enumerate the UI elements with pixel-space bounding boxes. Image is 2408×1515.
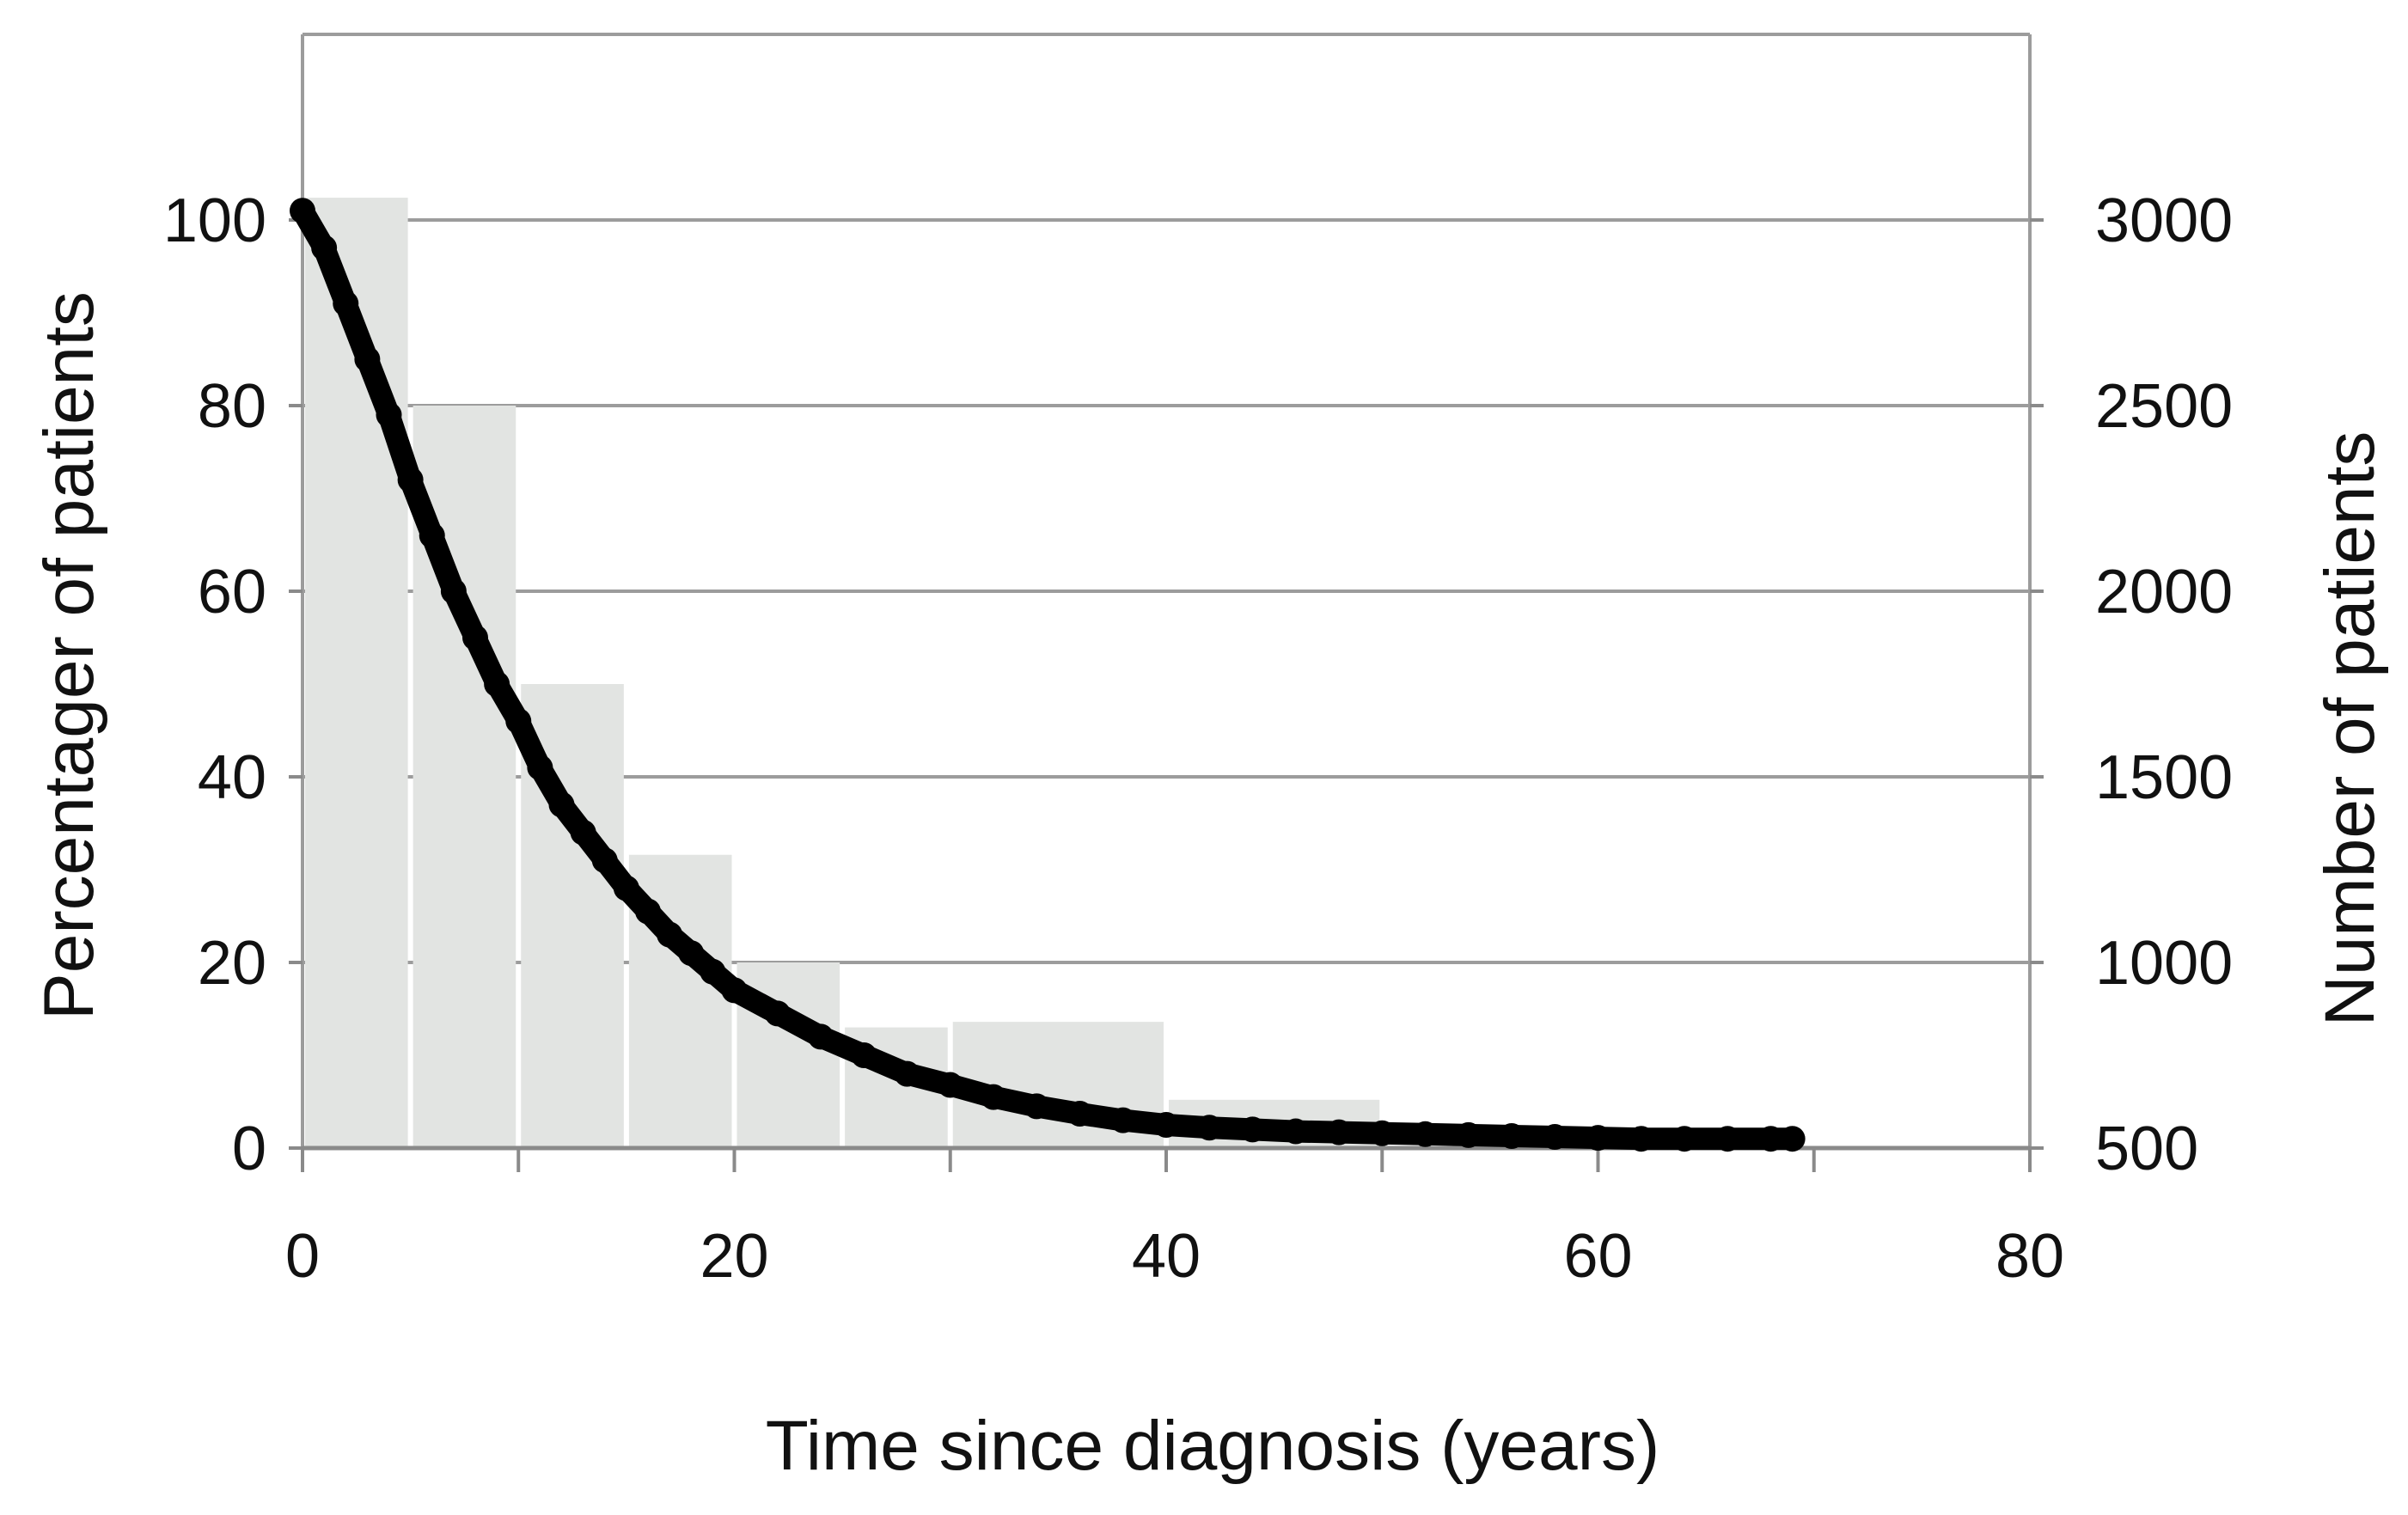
line-point-13	[570, 819, 596, 846]
line-point-19	[700, 958, 726, 985]
line-point-12	[548, 791, 575, 818]
x-tick-label-0: 0	[285, 1222, 320, 1291]
line-point-2	[333, 290, 359, 317]
line-point-24	[894, 1060, 920, 1087]
line-point-7	[440, 578, 467, 604]
left-y-axis-title: Percentager of patients	[30, 291, 108, 1020]
line-point-26	[981, 1084, 1006, 1110]
line-point-1	[311, 235, 338, 261]
right-tick-label-1: 1000	[2095, 929, 2233, 998]
line-point-16	[635, 898, 661, 925]
line-point-34	[1326, 1119, 1352, 1145]
x-axis-title: Time since diagnosis (years)	[766, 1407, 1660, 1485]
right-tick-label-2: 1500	[2095, 743, 2233, 812]
line-point-6	[419, 522, 445, 549]
line-point-38	[1499, 1122, 1525, 1149]
right-tick-label-3: 2000	[2095, 558, 2233, 626]
right-y-axis-title: Number of patients	[2311, 431, 2389, 1027]
line-point-9	[484, 671, 510, 697]
line-point-18	[678, 940, 705, 967]
line-point-4	[376, 401, 402, 428]
x-tick-label-2: 40	[1132, 1222, 1201, 1291]
line-point-8	[462, 625, 488, 651]
line-point-43	[1714, 1126, 1741, 1152]
percentage-curve	[290, 198, 1806, 1152]
line-point-14	[591, 847, 618, 874]
line-point-33	[1282, 1118, 1309, 1145]
line-point-5	[397, 467, 424, 493]
line-point-36	[1412, 1121, 1439, 1147]
right-tick-label-4: 2500	[2095, 372, 2233, 441]
line-point-15	[613, 875, 639, 901]
line-point-32	[1239, 1116, 1266, 1143]
line-point-40	[1585, 1125, 1611, 1152]
line-point-35	[1369, 1120, 1396, 1146]
line-point-20	[721, 977, 748, 1004]
line-point-27	[1024, 1093, 1050, 1120]
right-tick-label-5: 3000	[2095, 186, 2233, 255]
left-tick-label-3: 60	[198, 558, 266, 626]
line-point-10	[505, 708, 532, 735]
left-tick-label-0: 0	[232, 1115, 266, 1183]
tick-labels: 0 20 40 60 80 100 500 1000 1500 2000 2500 3000 0 20 40…	[163, 186, 2233, 1291]
line-point-44	[1757, 1126, 1784, 1152]
line-point-30	[1153, 1112, 1179, 1138]
line-point-0	[290, 198, 315, 224]
line-point-17	[657, 921, 683, 948]
left-tick-label-5: 100	[163, 186, 266, 255]
x-tick-label-3: 60	[1563, 1222, 1632, 1291]
line-point-23	[851, 1042, 877, 1068]
line-point-22	[808, 1023, 834, 1050]
left-tick-label-2: 40	[198, 743, 266, 812]
line-point-29	[1109, 1107, 1136, 1133]
percentage-line	[291, 199, 1804, 1151]
line-point-45	[1779, 1126, 1806, 1152]
right-tick-label-0: 500	[2095, 1115, 2198, 1183]
x-tick-label-4: 80	[1995, 1222, 2064, 1291]
line-point-42	[1672, 1126, 1697, 1152]
line-point-37	[1455, 1121, 1482, 1148]
line-point-28	[1066, 1101, 1093, 1127]
line-point-21	[764, 1000, 791, 1027]
left-tick-label-1: 20	[198, 929, 266, 998]
left-tick-label-4: 80	[198, 372, 266, 441]
line-point-11	[527, 754, 553, 781]
line-point-25	[937, 1072, 963, 1098]
x-tick-label-1: 20	[700, 1222, 768, 1291]
line-point-39	[1542, 1124, 1568, 1151]
line-point-31	[1196, 1115, 1223, 1141]
line-point-3	[354, 346, 381, 372]
line-point-41	[1628, 1126, 1654, 1152]
